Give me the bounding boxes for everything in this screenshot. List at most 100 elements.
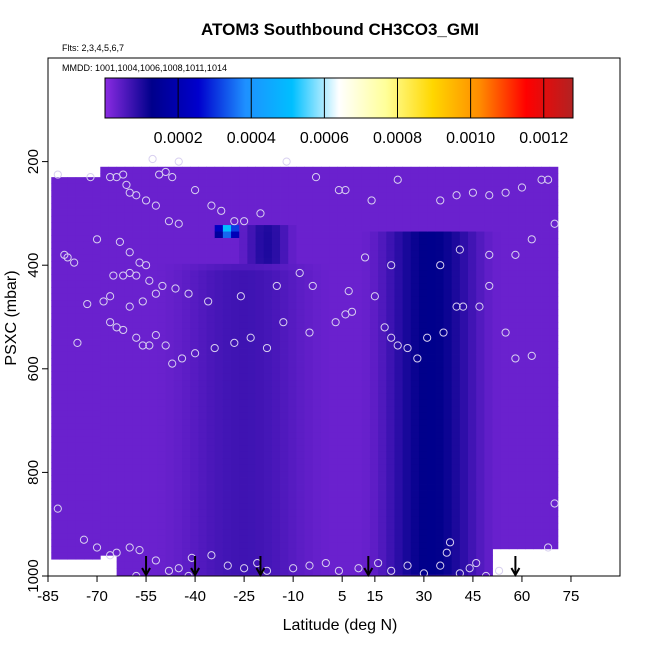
heatmap-cell: [165, 328, 175, 336]
heatmap-cell: [427, 328, 436, 336]
heatmap-cell: [443, 367, 453, 375]
heatmap-cell: [459, 367, 469, 375]
sample-point: [305, 328, 314, 337]
heatmap-cell: [320, 522, 330, 530]
heatmap-cell: [239, 425, 248, 433]
heatmap-cell: [108, 302, 118, 310]
heatmap-cell: [157, 225, 167, 232]
heatmap-cell: [108, 542, 118, 550]
heatmap-cell: [345, 367, 355, 375]
heatmap-cell: [410, 192, 420, 200]
heatmap-cell: [427, 471, 436, 478]
heatmap-cell: [476, 289, 485, 297]
heatmap-cell: [451, 296, 461, 304]
heatmap-cell: [100, 522, 109, 530]
heatmap-cell: [361, 361, 371, 368]
heatmap-cell: [435, 503, 444, 511]
heatmap-cell: [329, 302, 338, 310]
heatmap-cell: [75, 300, 85, 308]
heatmap-cell: [222, 490, 232, 498]
heatmap-cell: [198, 218, 207, 226]
heatmap-cell: [214, 322, 224, 330]
heatmap-cell: [386, 166, 395, 174]
heatmap-cell: [525, 244, 534, 252]
heatmap-cell: [549, 386, 559, 394]
flight-marker-arrow-head: [255, 567, 266, 578]
heatmap-cell: [83, 280, 93, 288]
heatmap-cell: [361, 238, 371, 245]
heatmap-cell: [394, 328, 404, 336]
heatmap-cell: [124, 361, 134, 368]
heatmap-cell: [280, 225, 289, 232]
heatmap-cell: [173, 179, 183, 187]
heatmap-cell: [304, 367, 314, 375]
heatmap-cell: [312, 166, 322, 174]
heatmap-cell: [157, 250, 167, 258]
heatmap-cell: [157, 393, 167, 401]
x-axis-ticks: -85 -70 -55 -40 -25 -10 5 15 30 45 60 75: [37, 576, 579, 605]
sample-point: [334, 566, 344, 575]
heatmap-cell: [517, 238, 526, 245]
heatmap-cell: [67, 364, 77, 372]
heatmap-cell: [443, 522, 453, 530]
heatmap-cell: [533, 199, 542, 207]
heatmap-cell: [100, 464, 109, 472]
heatmap-cell: [222, 451, 232, 459]
heatmap-cell: [525, 399, 534, 407]
heatmap-cell: [67, 410, 77, 418]
sample-point: [148, 154, 157, 164]
heatmap-cell: [492, 173, 502, 181]
sample-point: [419, 569, 428, 576]
sample-point: [119, 170, 128, 179]
heatmap-cell: [345, 205, 355, 213]
heatmap-cell: [280, 199, 289, 207]
heatmap-cell: [418, 218, 428, 226]
heatmap-cell: [280, 238, 289, 245]
heatmap-cell: [190, 315, 199, 323]
heatmap-cell: [353, 380, 363, 388]
heatmap-cell: [198, 179, 207, 187]
heatmap-cell: [329, 503, 338, 511]
heatmap-cell: [320, 386, 330, 394]
heatmap-cell: [410, 548, 420, 556]
heatmap-cell: [418, 348, 428, 355]
heatmap-cell: [214, 380, 224, 388]
heatmap-cell: [59, 339, 69, 346]
heatmap-cell: [239, 419, 248, 427]
heatmap-cell: [67, 423, 77, 431]
heatmap-cell: [361, 522, 371, 530]
heatmap-cell: [304, 276, 314, 284]
heatmap-cell: [173, 432, 183, 440]
heatmap-cell: [353, 296, 363, 304]
heatmap-cell: [255, 231, 265, 239]
heatmap-cell: [222, 419, 232, 427]
heatmap-cell: [51, 280, 60, 288]
heatmap-cell: [320, 464, 330, 472]
heatmap-cell: [484, 555, 493, 563]
heatmap-cell: [320, 432, 330, 440]
heatmap-cell: [525, 529, 534, 537]
heatmap-cell: [549, 399, 559, 407]
heatmap-cell: [75, 196, 85, 204]
heatmap-cell: [149, 335, 158, 343]
heatmap-cell: [149, 231, 158, 239]
heatmap-cell: [386, 354, 395, 362]
heatmap-cell: [500, 205, 510, 213]
heatmap-cell: [157, 561, 167, 569]
heatmap-cell: [108, 393, 118, 401]
heatmap-cell: [378, 315, 387, 323]
heatmap-cell: [124, 522, 134, 530]
heatmap-cell: [304, 399, 314, 407]
heatmap-cell: [304, 335, 314, 343]
heatmap-cell: [149, 354, 158, 362]
heatmap-cell: [239, 315, 248, 323]
heatmap-cell: [312, 354, 322, 362]
heatmap-cell: [533, 438, 542, 446]
heatmap-cell: [214, 361, 224, 368]
sample-point: [106, 292, 115, 301]
heatmap-cell: [508, 283, 518, 291]
heatmap-cell: [369, 535, 379, 543]
heatmap-cell: [320, 399, 330, 407]
heatmap-cell: [312, 341, 322, 349]
heatmap-cell: [378, 425, 387, 433]
